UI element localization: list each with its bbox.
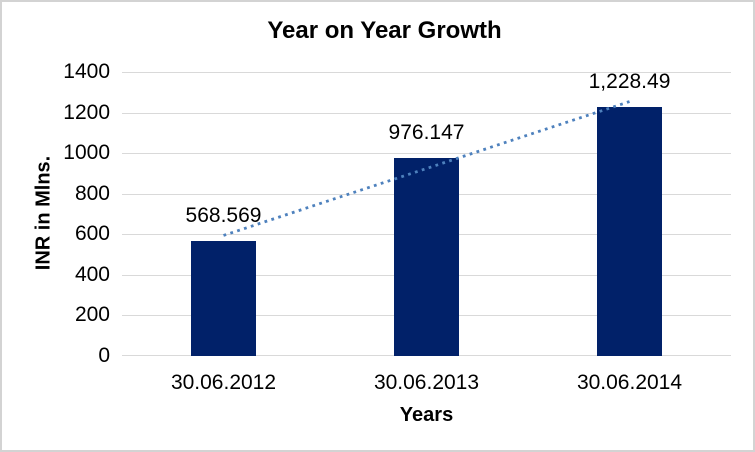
plot-area	[122, 72, 731, 356]
y-tick-label: 0	[98, 344, 110, 367]
y-tick-label: 400	[74, 262, 110, 286]
y-tick-label: 600	[74, 222, 110, 246]
y-tick-label: 200	[74, 303, 110, 327]
y-tick-label: 1000	[63, 141, 110, 165]
data-label: 568.569	[185, 203, 262, 227]
bar-30.06.2012	[191, 240, 256, 356]
x-axis-title: Years	[399, 404, 454, 426]
x-tick-label: 30.06.2012	[170, 371, 277, 394]
gridline	[122, 113, 731, 114]
y-axis-title: INR in Mlns.	[32, 155, 55, 271]
chart-title: Year on Year Growth	[267, 17, 502, 44]
data-label: 1,228.49	[588, 69, 671, 93]
y-tick-label: 1200	[63, 100, 110, 124]
gridline	[122, 72, 731, 73]
bar-30.06.2013	[394, 157, 459, 356]
bar-30.06.2014	[597, 106, 662, 356]
y-tick-label: 1400	[63, 60, 110, 83]
data-label: 976.147	[388, 120, 465, 144]
x-tick-label: 30.06.2013	[373, 371, 480, 394]
gridline	[122, 153, 731, 154]
y-tick-label: 800	[74, 181, 110, 205]
x-tick-label: 30.06.2014	[576, 371, 683, 394]
